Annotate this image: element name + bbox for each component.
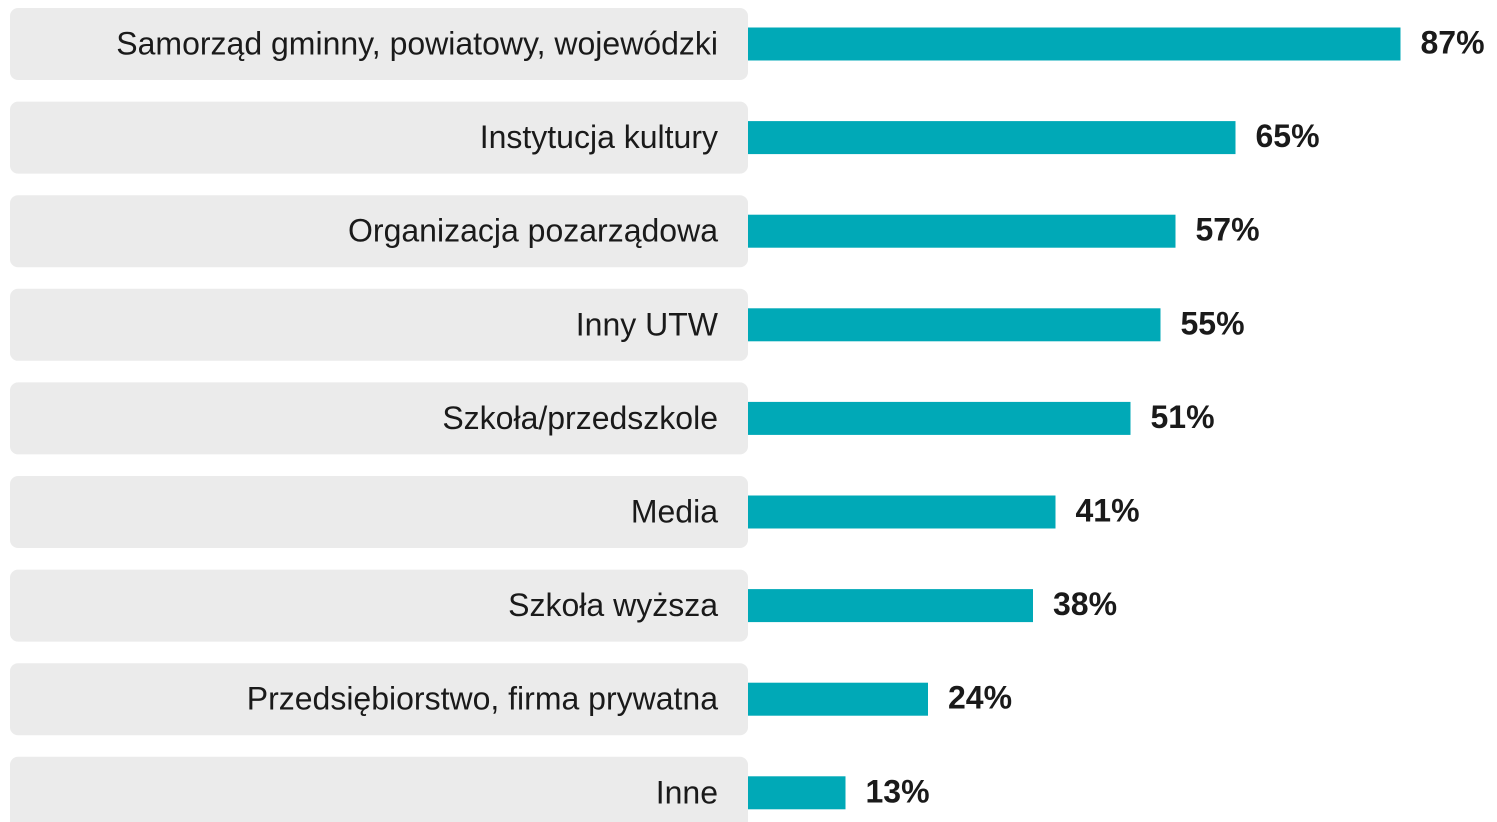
bar xyxy=(748,682,928,716)
bar xyxy=(748,495,1056,529)
value-label: 24% xyxy=(948,680,1012,716)
label-box xyxy=(10,8,748,80)
label-box xyxy=(10,663,748,736)
category-label: Organizacja pozarządowa xyxy=(348,213,718,249)
category-label: Inny UTW xyxy=(576,306,719,342)
label-box xyxy=(10,476,748,548)
value-label: 65% xyxy=(1256,118,1320,154)
value-label: 55% xyxy=(1181,305,1245,341)
bar xyxy=(748,401,1131,435)
bar xyxy=(748,308,1161,342)
value-label: 41% xyxy=(1076,492,1140,528)
label-box xyxy=(10,569,748,642)
value-label: 87% xyxy=(1421,24,1485,60)
bar xyxy=(748,27,1401,61)
category-label: Instytucja kultury xyxy=(480,119,718,155)
value-label: 51% xyxy=(1151,399,1215,435)
category-label: Inne xyxy=(656,774,718,810)
label-box xyxy=(10,101,748,174)
category-label: Media xyxy=(631,493,718,529)
bar xyxy=(748,214,1176,248)
bar xyxy=(748,589,1033,623)
bar xyxy=(748,776,846,810)
category-label: Szkoła wyższa xyxy=(508,587,718,623)
value-label: 57% xyxy=(1196,212,1260,248)
bar xyxy=(748,121,1236,155)
label-box xyxy=(10,756,748,822)
category-label: Szkoła/przedszkole xyxy=(442,400,718,436)
category-label: Przedsiębiorstwo, firma prywatna xyxy=(247,681,718,717)
category-label: Samorząd gminny, powiatowy, wojewódzki xyxy=(116,25,718,61)
label-box xyxy=(10,195,748,268)
label-box xyxy=(10,382,748,455)
value-label: 13% xyxy=(866,773,930,809)
value-label: 38% xyxy=(1053,586,1117,622)
label-box xyxy=(10,288,748,361)
